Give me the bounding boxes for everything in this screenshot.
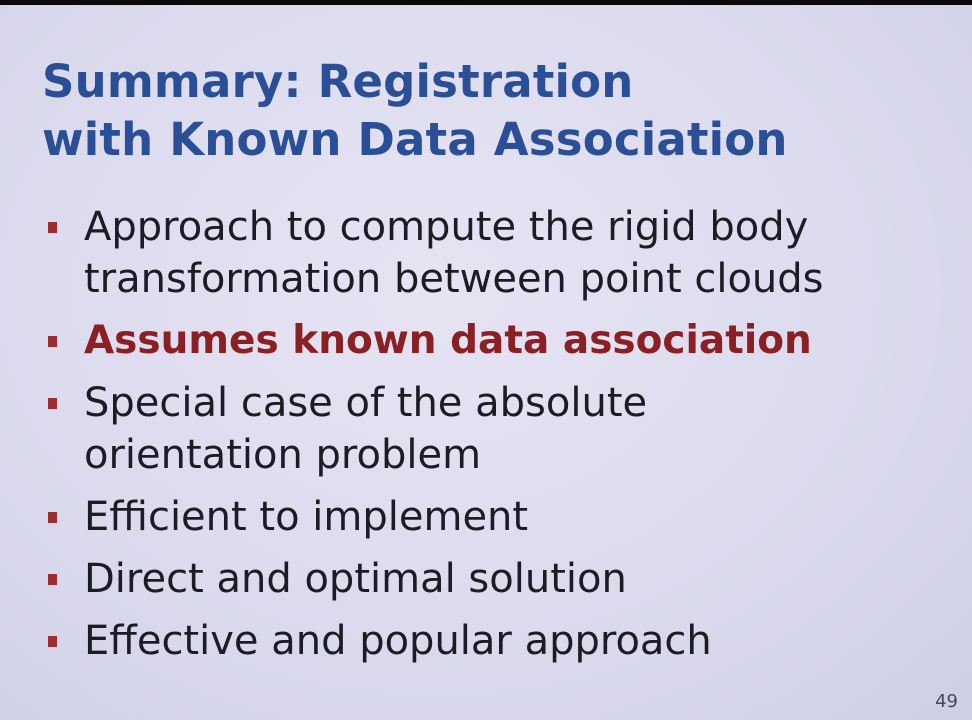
bullet-text: Efficient to implement bbox=[84, 491, 948, 543]
bullet-item: Effective and popular approach bbox=[48, 615, 948, 667]
bullet-text: Assumes known data association bbox=[84, 315, 948, 367]
bullet-line: Special case of the absolute bbox=[84, 380, 648, 426]
bullet-line: Direct and optimal solution bbox=[84, 556, 627, 602]
bullet-line: Assumes known data association bbox=[84, 318, 812, 363]
bullet-square-icon bbox=[48, 574, 57, 585]
bullet-line: Effective and popular approach bbox=[84, 618, 712, 664]
bullet-list: Approach to compute the rigid body trans… bbox=[48, 201, 948, 677]
bullet-text: Effective and popular approach bbox=[84, 615, 948, 667]
bullet-text: Special case of the absolute orientation… bbox=[84, 377, 948, 481]
bullet-line: Efficient to implement bbox=[84, 494, 529, 540]
slide-title: Summary: Registration with Known Data As… bbox=[42, 53, 788, 169]
page-number: 49 bbox=[935, 691, 958, 712]
bullet-text: Approach to compute the rigid body trans… bbox=[84, 201, 948, 305]
bullet-square-icon bbox=[48, 398, 57, 409]
bullet-line: orientation problem bbox=[84, 432, 482, 478]
title-line: Summary: Registration bbox=[42, 55, 634, 108]
bullet-item: Direct and optimal solution bbox=[48, 553, 948, 605]
bullet-square-icon bbox=[48, 222, 57, 233]
bullet-square-icon bbox=[48, 512, 57, 523]
title-line: with Known Data Association bbox=[42, 113, 788, 166]
bullet-item: Special case of the absolute orientation… bbox=[48, 377, 948, 481]
bullet-item: Efficient to implement bbox=[48, 491, 948, 543]
bullet-item: Approach to compute the rigid body trans… bbox=[48, 201, 948, 305]
slide: Summary: Registration with Known Data As… bbox=[0, 5, 972, 720]
bullet-line: transformation between point clouds bbox=[84, 256, 824, 302]
bullet-text: Direct and optimal solution bbox=[84, 553, 948, 605]
bullet-line: Approach to compute the rigid body bbox=[84, 204, 809, 250]
bullet-square-icon bbox=[48, 636, 57, 647]
bullet-square-icon bbox=[48, 336, 57, 347]
bullet-item: Assumes known data association bbox=[48, 315, 948, 367]
